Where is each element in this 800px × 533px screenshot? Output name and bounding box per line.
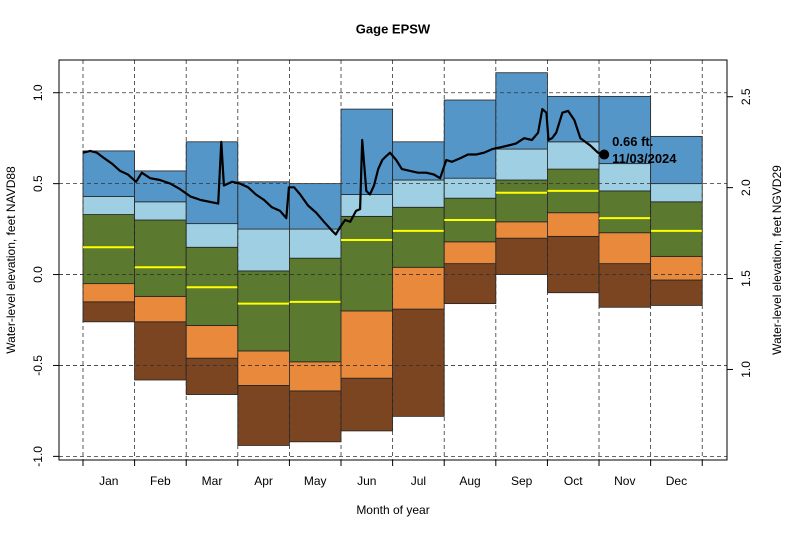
percentile-band	[598, 190, 652, 234]
percentile-band	[650, 255, 703, 281]
x-tick-label: Jun	[357, 474, 376, 488]
percentile-band	[495, 148, 548, 181]
y2-tick-label: 2.5	[739, 88, 753, 105]
latest-point	[599, 149, 610, 160]
percentile-band	[495, 72, 548, 150]
percentile-band	[495, 179, 548, 223]
percentile-band	[289, 361, 342, 392]
x-tick-label: Feb	[150, 474, 171, 488]
percentile-band	[547, 235, 600, 294]
percentile-band	[185, 357, 239, 395]
percentile-band	[598, 163, 652, 192]
x-tick-label: Oct	[564, 474, 583, 488]
percentile-band	[495, 237, 548, 275]
percentile-band	[289, 390, 342, 443]
water-level-line	[82, 108, 605, 236]
y-tick-label: -0.5	[31, 355, 45, 376]
percentile-band	[443, 177, 497, 199]
latest-value-label: 0.66 ft.	[612, 134, 653, 149]
percentile-band	[134, 201, 187, 221]
percentile-band	[392, 308, 445, 417]
percentile-band	[443, 263, 497, 305]
x-tick-label: May	[304, 474, 327, 488]
percentile-band	[340, 194, 394, 217]
x-tick-label: Nov	[614, 474, 635, 488]
x-tick-label: Jul	[411, 474, 426, 488]
percentile-band	[392, 266, 445, 310]
percentile-band	[598, 263, 652, 308]
x-tick-label: Dec	[666, 474, 687, 488]
percentile-band	[392, 141, 445, 181]
percentile-band	[82, 283, 135, 303]
percentile-band	[134, 219, 187, 297]
percentile-band	[650, 135, 703, 185]
percentile-band	[82, 214, 135, 285]
percentile-band	[237, 350, 290, 386]
percentile-band	[134, 170, 187, 203]
y2-tick-label: 1.0	[739, 361, 753, 378]
percentile-band	[650, 279, 703, 306]
percentile-band	[598, 232, 652, 265]
percentile-band	[82, 195, 135, 215]
y2-tick-label: 1.5	[739, 270, 753, 287]
percentile-band	[340, 215, 394, 312]
percentile-band	[650, 183, 703, 203]
latest-date-label: 11/03/2024	[612, 151, 677, 166]
percentile-band	[340, 310, 394, 379]
percentile-band	[237, 228, 290, 272]
percentile-band	[392, 179, 445, 208]
y-tick-label: 0.5	[31, 175, 45, 192]
x-tick-label: Sep	[511, 474, 533, 488]
percentile-band	[340, 377, 394, 432]
percentile-band	[443, 99, 497, 179]
percentile-band	[82, 301, 135, 323]
percentile-band	[495, 221, 548, 239]
percentile-band	[134, 321, 187, 381]
x-tick-label: Apr	[254, 474, 273, 488]
x-tick-label: Jan	[99, 474, 118, 488]
y-axis-label: Water-level elevation, feet NAVD88	[4, 166, 18, 354]
y2-axis-label: Water-level elevation, feet NGVD29	[770, 165, 784, 355]
percentile-band	[392, 206, 445, 268]
percentile-band	[237, 385, 290, 446]
plot-frame	[58, 59, 728, 461]
percentile-band	[134, 295, 187, 323]
percentile-band	[185, 325, 239, 359]
y-tick-label: 0.0	[31, 266, 45, 283]
y-tick-label: 1.0	[31, 84, 45, 101]
y2-tick-label: 2.0	[739, 179, 753, 196]
chart-title: Gage EPSW	[356, 21, 431, 36]
percentile-band	[650, 201, 703, 257]
percentile-band	[237, 181, 290, 230]
x-tick-label: Mar	[202, 474, 223, 488]
percentile-band	[443, 241, 497, 265]
percentile-band	[547, 212, 600, 237]
x-axis-label: Month of year	[356, 503, 429, 517]
y-tick-label: -1.0	[31, 446, 45, 467]
percentile-band	[289, 257, 342, 363]
percentile-band	[185, 223, 239, 248]
percentile-band	[237, 270, 290, 352]
x-tick-label: Aug	[459, 474, 480, 488]
percentile-band	[340, 108, 394, 195]
